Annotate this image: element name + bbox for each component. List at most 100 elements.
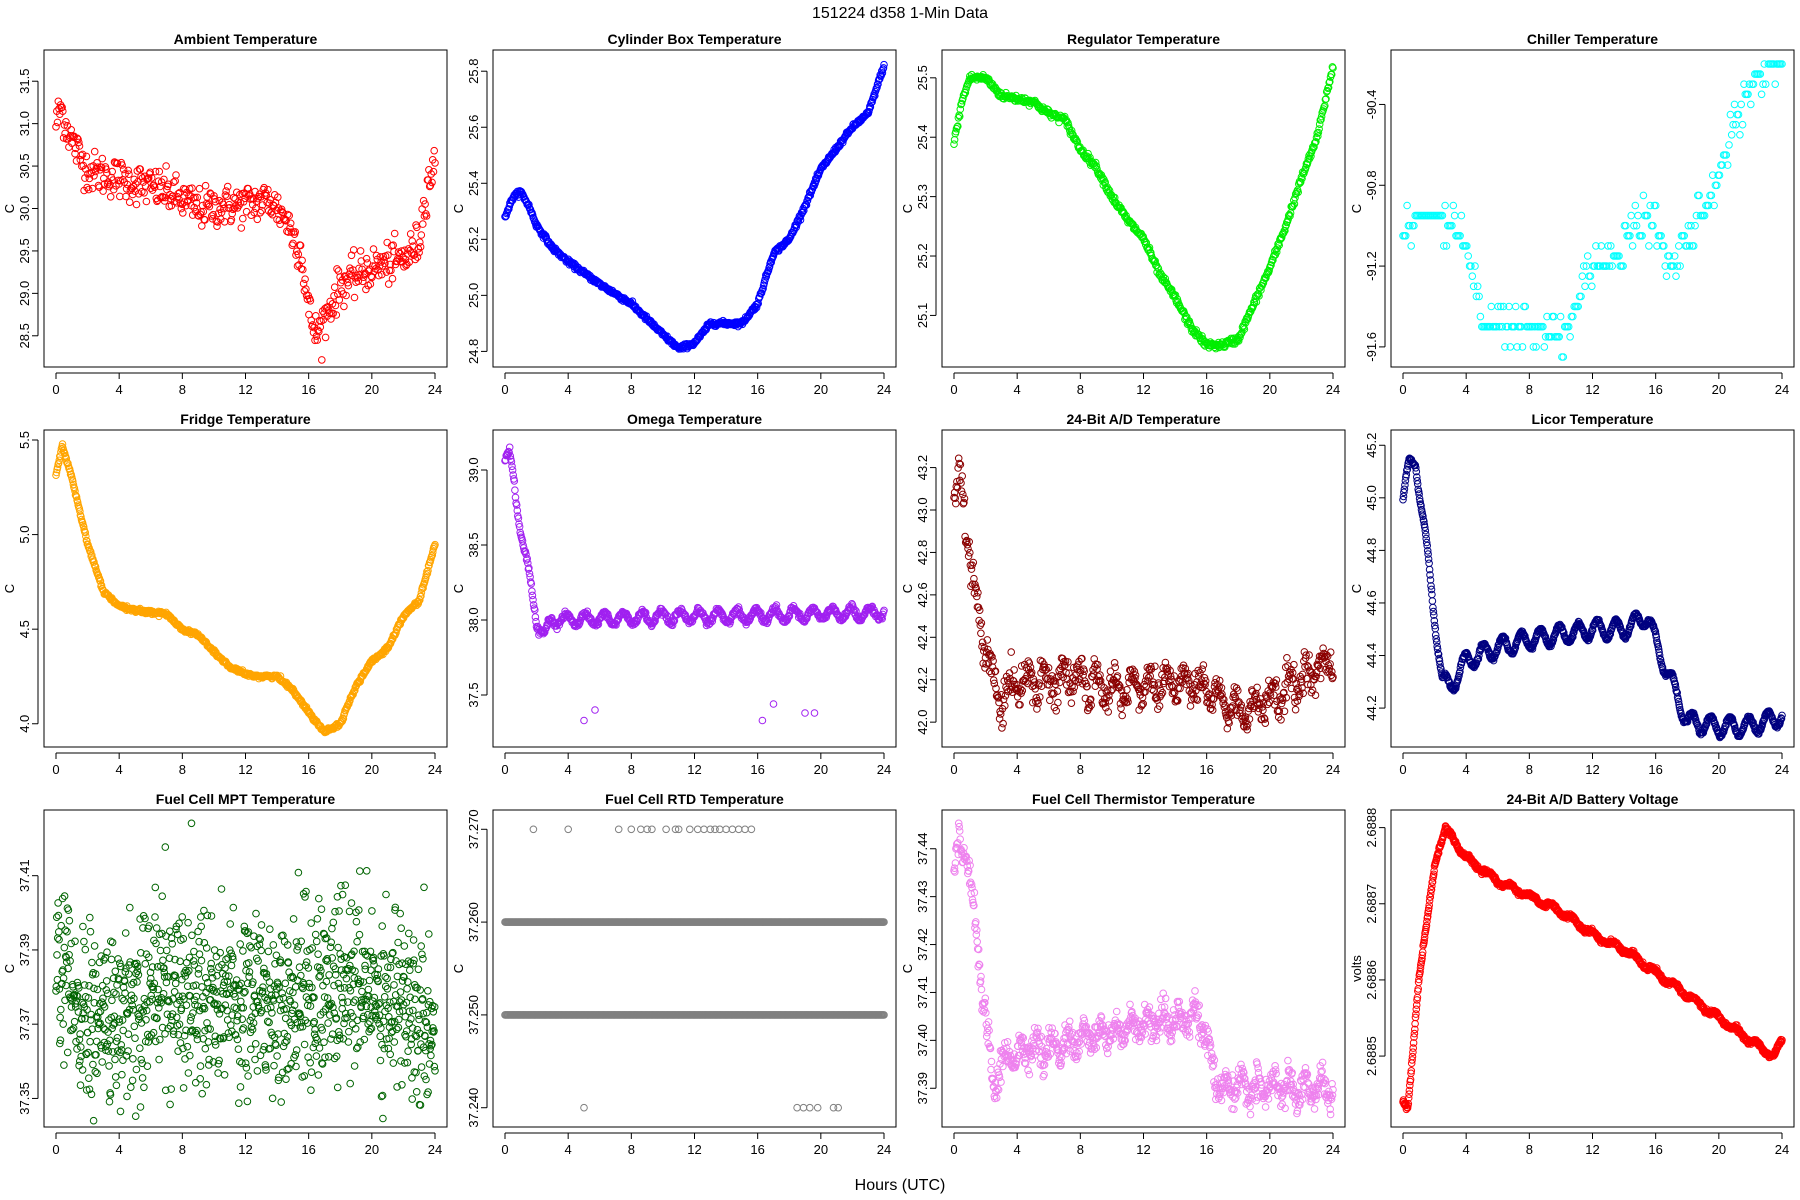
data-point [1700, 211, 1709, 220]
data-point [591, 706, 599, 714]
y-tick-label: 25.2 [915, 243, 930, 268]
data-point [1063, 122, 1072, 130]
data-point [769, 700, 778, 708]
data-point [1263, 700, 1272, 709]
data-point [1257, 286, 1265, 294]
points-group [52, 440, 439, 737]
panel-title: Cylinder Box Temperature [607, 31, 781, 47]
data-point [132, 200, 141, 209]
data-point [1255, 704, 1263, 713]
y-tick-label: 42.4 [915, 625, 930, 650]
data-point [313, 336, 322, 344]
data-point [190, 203, 198, 212]
data-point [86, 547, 95, 556]
data-point [1729, 120, 1737, 129]
data-point [1102, 703, 1110, 712]
data-point [1569, 312, 1577, 321]
data-point [169, 178, 178, 186]
data-point [193, 193, 202, 202]
data-point [1412, 467, 1421, 476]
data-point [1320, 103, 1328, 111]
x-tick-label: 12 [687, 382, 701, 397]
data-point [390, 229, 399, 238]
data-point [1423, 541, 1431, 550]
data-point [1440, 242, 1448, 250]
data-point [258, 201, 267, 209]
x-tick-label: 8 [628, 762, 635, 777]
plot-frame [1390, 429, 1795, 748]
data-point [501, 212, 510, 221]
data-point [326, 297, 335, 306]
data-point [514, 514, 523, 523]
data-point [1105, 186, 1114, 195]
data-point [1432, 638, 1441, 646]
data-point [1084, 149, 1092, 158]
data-point [524, 559, 532, 567]
data-point [125, 170, 133, 178]
data-point [1253, 683, 1261, 692]
data-point [1555, 333, 1563, 341]
data-point [1325, 667, 1333, 676]
plot-frame [43, 49, 448, 368]
data-point [1272, 248, 1281, 256]
y-tick-label: 4.5 [17, 620, 32, 638]
data-point [1738, 120, 1747, 129]
data-point [1540, 343, 1549, 351]
data-point [71, 144, 80, 153]
data-point [1312, 672, 1320, 681]
data-point [93, 159, 101, 167]
y-tick-label: -91.6 [1364, 332, 1379, 362]
data-point [1118, 711, 1126, 720]
data-point [1093, 660, 1102, 669]
data-point [801, 709, 809, 717]
data-point [1513, 343, 1521, 351]
x-tick-label: 20 [814, 382, 828, 397]
y-tick-label: 29.5 [17, 238, 32, 263]
x-tick-label: 24 [428, 762, 442, 777]
x-tick-label: 8 [1077, 762, 1084, 777]
data-point [1092, 162, 1101, 170]
data-point [146, 168, 154, 177]
data-point [82, 152, 91, 161]
y-tick-label: 25.4 [466, 171, 481, 196]
x-tick-label: 8 [179, 762, 186, 777]
data-point [951, 494, 960, 503]
x-tick-label: 20 [1712, 382, 1726, 397]
data-point [872, 84, 881, 93]
data-point [1111, 663, 1119, 672]
data-point [1057, 671, 1065, 679]
data-point [1176, 684, 1184, 693]
data-point [983, 636, 992, 644]
points-group [52, 97, 439, 364]
data-point [1680, 232, 1688, 240]
data-point [183, 197, 192, 206]
data-point [1424, 550, 1432, 558]
data-point [364, 281, 373, 290]
data-point [237, 224, 246, 232]
data-point [1012, 680, 1021, 689]
data-point [1260, 715, 1269, 723]
x-tick-label: 12 [238, 762, 252, 777]
data-point [405, 258, 414, 267]
y-tick-label: 25.1 [915, 303, 930, 328]
data-point [1424, 555, 1433, 563]
data-point [1159, 273, 1168, 281]
data-point [1298, 684, 1306, 692]
data-point [106, 193, 115, 201]
data-point [965, 538, 974, 546]
x-tick-label: 12 [238, 382, 252, 397]
data-point [1715, 171, 1724, 179]
data-point [1007, 648, 1016, 656]
data-point [1759, 80, 1767, 88]
data-point [73, 134, 82, 143]
data-point [119, 165, 128, 174]
data-point [356, 247, 365, 255]
data-point [1316, 664, 1324, 673]
data-point [1176, 675, 1185, 684]
data-point [628, 297, 637, 306]
data-point [1151, 257, 1159, 265]
data-point [334, 267, 343, 275]
data-point [650, 618, 658, 627]
data-point [422, 571, 431, 579]
